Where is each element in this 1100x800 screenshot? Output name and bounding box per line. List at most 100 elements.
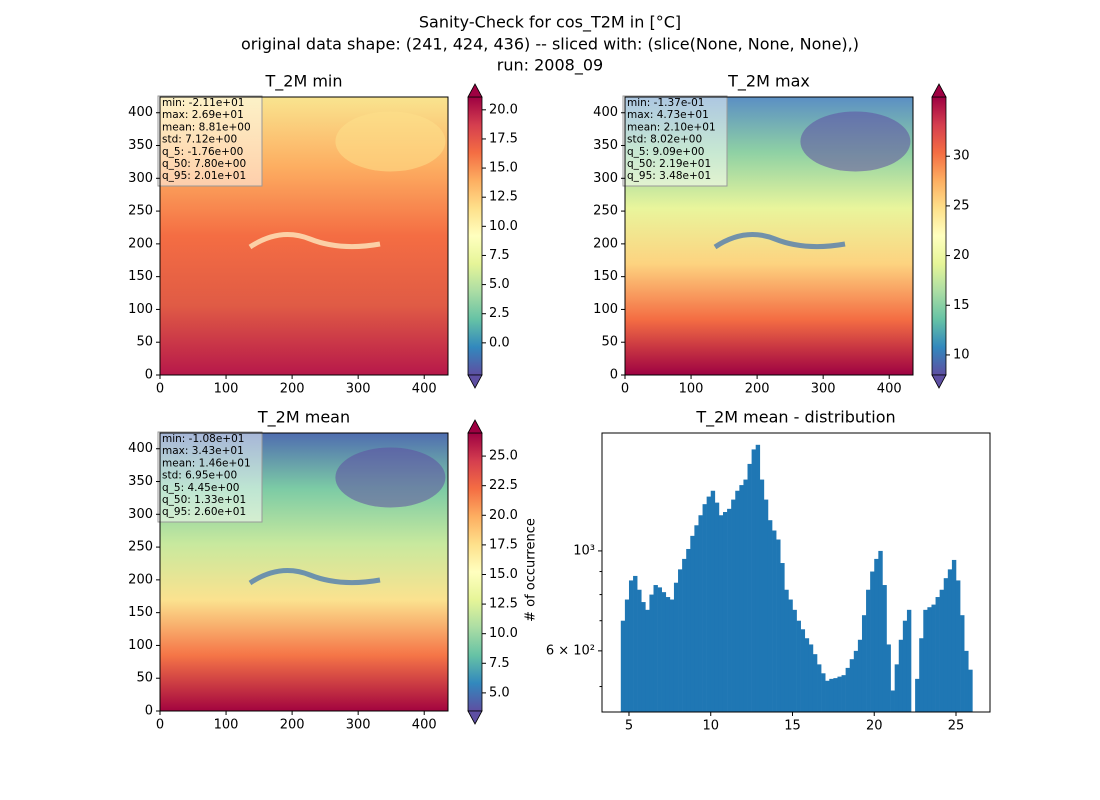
bar <box>678 569 683 712</box>
colorbar-tick-label: 25.0 <box>489 449 518 464</box>
bar <box>682 558 687 712</box>
bar <box>661 592 667 712</box>
x-tick-label: 0 <box>156 718 164 733</box>
x-tick-label: 200 <box>280 718 305 733</box>
bar <box>702 504 707 712</box>
bar <box>866 589 871 712</box>
bar <box>735 490 740 712</box>
y-tick-label: 6 × 10² <box>546 643 595 658</box>
colorbar-tick-label: 7.5 <box>489 656 510 671</box>
colorbar-tick-label: 17.5 <box>489 131 518 146</box>
bars <box>620 444 973 712</box>
y-tick-label: 100 <box>128 638 153 653</box>
bar <box>927 607 932 712</box>
map-feature <box>248 232 381 250</box>
bar <box>821 673 826 712</box>
axes-title: T_2M mean <box>257 408 350 428</box>
axes-frame <box>159 432 449 712</box>
stats-line: std: 6.95e+00 <box>162 470 237 482</box>
bar <box>955 580 961 712</box>
bar <box>947 569 953 712</box>
bar <box>686 548 691 712</box>
bar <box>767 520 773 712</box>
axes-frame <box>624 96 914 376</box>
bar <box>817 664 822 712</box>
bar <box>841 675 846 712</box>
y-tick-label: 0 <box>610 368 618 383</box>
bar <box>665 597 671 712</box>
x-tick-label: 0 <box>156 382 164 397</box>
bar <box>673 582 679 712</box>
bar <box>641 602 646 712</box>
bar <box>870 571 875 712</box>
bar <box>780 563 785 712</box>
bar <box>747 463 752 712</box>
colorbar-tick-label: 15.0 <box>489 161 518 176</box>
bar <box>653 585 658 712</box>
bar <box>882 585 887 712</box>
stats-line: q_95: 3.48e+01 <box>627 170 711 182</box>
y-tick-label: 150 <box>128 605 153 620</box>
colorbar-tick-label: 10 <box>953 347 970 362</box>
bar <box>649 594 654 712</box>
colorbar-tick-label: 20 <box>953 248 970 263</box>
y-tick-label: 350 <box>128 474 153 489</box>
x-tick-label: 20 <box>866 719 883 734</box>
stats-line: q_5: 9.09e+00 <box>627 146 704 158</box>
bar <box>829 678 834 712</box>
stats-line: mean: 2.10e+01 <box>627 121 716 133</box>
x-tick-label: 400 <box>877 382 902 397</box>
bar <box>763 499 769 712</box>
y-tick-label: 250 <box>128 540 153 555</box>
bar <box>812 654 818 712</box>
stats-line: std: 8.02e+00 <box>627 134 702 146</box>
colorbar-tick-label: 22.5 <box>489 478 518 493</box>
x-tick-label: 200 <box>280 382 305 397</box>
colorbar-tick-label: 30 <box>953 149 970 164</box>
x-tick-label: 400 <box>412 382 437 397</box>
bar <box>706 496 712 712</box>
bar <box>772 530 777 712</box>
x-tick-label: 10 <box>702 719 719 734</box>
bar <box>874 558 879 712</box>
bar <box>727 508 732 712</box>
bar <box>637 589 642 712</box>
map-feature <box>335 447 446 508</box>
x-tick-label: 100 <box>214 718 239 733</box>
x-tick-label: 0 <box>621 382 629 397</box>
stats-line: max: 3.43e+01 <box>162 445 244 457</box>
bar <box>943 578 949 712</box>
axes-title: T_2M min <box>264 72 342 92</box>
bar <box>878 550 883 712</box>
axes-title: T_2M mean - distribution <box>695 408 895 428</box>
colorbar-extend <box>467 83 483 98</box>
bar <box>743 479 748 712</box>
map-feature <box>335 111 446 172</box>
colorbar-tick-label: 0.0 <box>489 335 510 350</box>
colorbar-tick-label: 15.0 <box>489 567 518 582</box>
bar <box>633 575 638 712</box>
y-tick-label: 50 <box>601 335 618 350</box>
colorbar-extend <box>467 374 483 389</box>
stats-box <box>157 95 263 187</box>
colorbar-tick-label: 10.0 <box>489 626 518 641</box>
bar <box>657 587 662 712</box>
x-tick-label: 100 <box>214 382 239 397</box>
stats-line: mean: 8.81e+00 <box>162 121 251 133</box>
bar <box>951 559 957 712</box>
bar <box>915 678 920 712</box>
y-tick-label: 200 <box>128 572 153 587</box>
y-tick-label: 250 <box>593 204 618 219</box>
suptitle: Sanity-Check for cos_T2M in [°C] <box>419 13 681 33</box>
y-tick-label: 0 <box>145 704 153 719</box>
x-tick-label: 300 <box>811 382 836 397</box>
stats-line: min: -1.37e-01 <box>627 97 704 109</box>
colorbar-extend <box>931 374 947 389</box>
bar <box>894 664 900 712</box>
y-tick-label: 50 <box>136 335 153 350</box>
bar <box>857 639 863 712</box>
x-tick-label: 200 <box>745 382 770 397</box>
y-tick-label: 0 <box>145 368 153 383</box>
x-tick-label: 100 <box>679 382 704 397</box>
bar <box>804 638 810 712</box>
